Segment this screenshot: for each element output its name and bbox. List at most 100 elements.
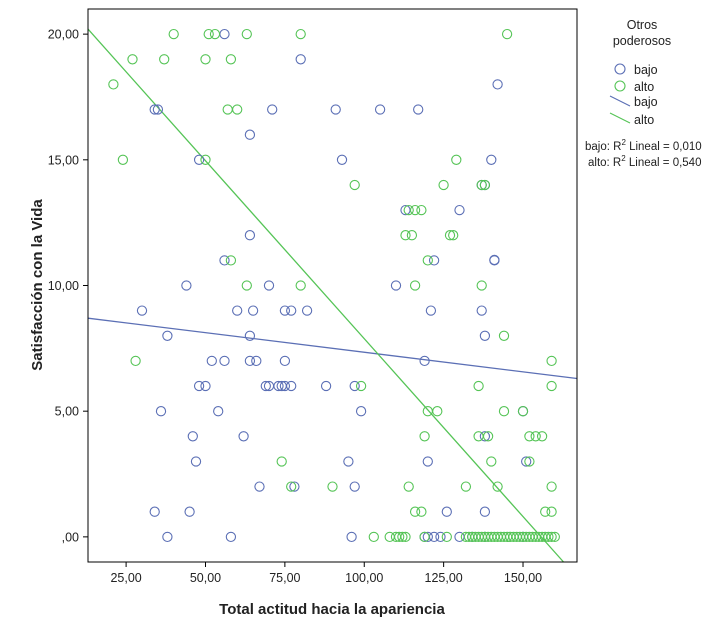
x-tick-label-100: 100,00 bbox=[345, 571, 383, 585]
point-alto-47 bbox=[530, 431, 541, 442]
point-alto-31 bbox=[409, 280, 421, 291]
point-alto-37 bbox=[473, 380, 484, 392]
point-alto-38 bbox=[546, 380, 557, 392]
point-bajo-46 bbox=[273, 380, 284, 392]
point-alto-26 bbox=[448, 230, 459, 241]
point-bajo-63 bbox=[254, 481, 265, 492]
point-alto-42 bbox=[517, 406, 529, 417]
point-bajo-29 bbox=[390, 280, 402, 291]
point-bajo-62 bbox=[521, 456, 532, 467]
point-bajo-19 bbox=[428, 255, 440, 266]
point-bajo-40 bbox=[279, 355, 291, 367]
point-bajo-18 bbox=[219, 255, 230, 266]
point-alto-67 bbox=[400, 531, 411, 543]
point-alto-32 bbox=[476, 280, 487, 291]
x-tick-label-75: 75,00 bbox=[269, 571, 300, 585]
point-bajo-37 bbox=[219, 355, 230, 367]
point-alto-29 bbox=[241, 280, 252, 291]
point-alto-50 bbox=[486, 456, 497, 467]
point-bajo-28 bbox=[301, 305, 313, 316]
point-alto-46 bbox=[524, 431, 535, 442]
y-axis: ,00 5,00 10,00 15,00 20,00 bbox=[48, 28, 88, 544]
point-alto-52 bbox=[327, 481, 338, 492]
point-alto-30 bbox=[295, 280, 306, 291]
point-alto-69 bbox=[441, 531, 452, 543]
y-tick-label-0: ,00 bbox=[62, 530, 79, 544]
point-alto-7 bbox=[159, 54, 170, 65]
point-alto-17 bbox=[438, 179, 449, 191]
point-alto-22 bbox=[416, 204, 427, 216]
point-alto-28 bbox=[225, 255, 237, 266]
point-bajo-44 bbox=[260, 380, 271, 392]
fit-line-alto bbox=[87, 28, 565, 563]
fit-line-bajo bbox=[87, 317, 578, 380]
x-tick-label-125: 125,00 bbox=[425, 571, 463, 585]
point-bajo-9 bbox=[244, 129, 256, 140]
point-bajo-39 bbox=[251, 355, 262, 367]
point-alto-10 bbox=[108, 79, 119, 90]
point-bajo-1 bbox=[295, 54, 306, 65]
point-alto-40 bbox=[432, 406, 443, 417]
point-alto-5 bbox=[501, 28, 513, 40]
x-axis-title: Total actitud hacia la apariencia bbox=[219, 601, 445, 618]
y-tick-label-5: 5,00 bbox=[55, 405, 79, 419]
point-alto-6 bbox=[127, 54, 138, 65]
point-bajo-25 bbox=[263, 280, 275, 291]
point-bajo-10 bbox=[193, 154, 205, 165]
point-alto-34 bbox=[130, 355, 141, 367]
x-tick-label-50: 50,00 bbox=[190, 571, 221, 585]
point-alto-98 bbox=[549, 531, 560, 543]
point-alto-59 bbox=[416, 506, 427, 517]
point-bajo-5 bbox=[330, 104, 341, 115]
point-alto-27 bbox=[422, 255, 433, 266]
point-bajo-65 bbox=[349, 481, 360, 492]
point-alto-11 bbox=[222, 104, 233, 115]
point-bajo-4 bbox=[267, 104, 278, 115]
point-alto-16 bbox=[349, 179, 360, 191]
point-alto-48 bbox=[536, 431, 548, 442]
point-bajo-8 bbox=[492, 79, 503, 90]
point-bajo-57 bbox=[238, 431, 249, 442]
point-bajo-42 bbox=[193, 380, 205, 392]
point-bajo-74 bbox=[422, 531, 433, 543]
point-bajo-24 bbox=[247, 305, 259, 316]
x-axis: 25,00 50,00 75,00 100,00 125,00 150,00 bbox=[110, 562, 542, 585]
point-bajo-53 bbox=[213, 406, 224, 417]
point-bajo-36 bbox=[206, 355, 217, 367]
point-bajo-69 bbox=[479, 506, 491, 517]
r2-annotation-alto: alto: R2 Lineal = 0,540 bbox=[588, 154, 701, 169]
point-alto-62 bbox=[368, 531, 379, 543]
point-alto-1 bbox=[203, 28, 214, 40]
point-bajo-12 bbox=[486, 154, 497, 165]
legend-marker-alto bbox=[614, 80, 626, 92]
point-alto-55 bbox=[460, 481, 472, 492]
point-bajo-2 bbox=[149, 104, 160, 115]
point-alto-18 bbox=[476, 179, 487, 191]
point-alto-35 bbox=[546, 355, 557, 367]
point-alto-66 bbox=[397, 531, 408, 543]
legend-line-alto bbox=[609, 112, 631, 124]
point-alto-20 bbox=[403, 204, 414, 216]
point-bajo-11 bbox=[336, 154, 348, 165]
point-alto-51 bbox=[524, 456, 535, 467]
point-bajo-56 bbox=[187, 431, 198, 442]
point-bajo-67 bbox=[184, 506, 195, 517]
r2-annotation-bajo: bajo: R2 Lineal = 0,010 bbox=[585, 138, 702, 153]
point-alto-61 bbox=[546, 506, 557, 517]
point-bajo-0 bbox=[219, 28, 230, 40]
point-bajo-7 bbox=[413, 104, 424, 115]
point-alto-14 bbox=[200, 154, 211, 165]
point-alto-15 bbox=[451, 154, 462, 165]
x-tick-label-150: 150,00 bbox=[504, 571, 542, 585]
point-bajo-58 bbox=[479, 431, 491, 442]
point-bajo-32 bbox=[136, 305, 148, 316]
point-alto-21 bbox=[409, 204, 421, 216]
legend-line-label-bajo: bajo bbox=[634, 95, 658, 109]
point-bajo-51 bbox=[349, 380, 360, 392]
point-bajo-71 bbox=[225, 531, 237, 543]
point-alto-54 bbox=[403, 481, 414, 492]
point-alto-68 bbox=[419, 531, 430, 543]
legend-marker-label-bajo: bajo bbox=[634, 63, 658, 77]
point-bajo-70 bbox=[162, 531, 173, 543]
point-bajo-14 bbox=[454, 204, 465, 216]
